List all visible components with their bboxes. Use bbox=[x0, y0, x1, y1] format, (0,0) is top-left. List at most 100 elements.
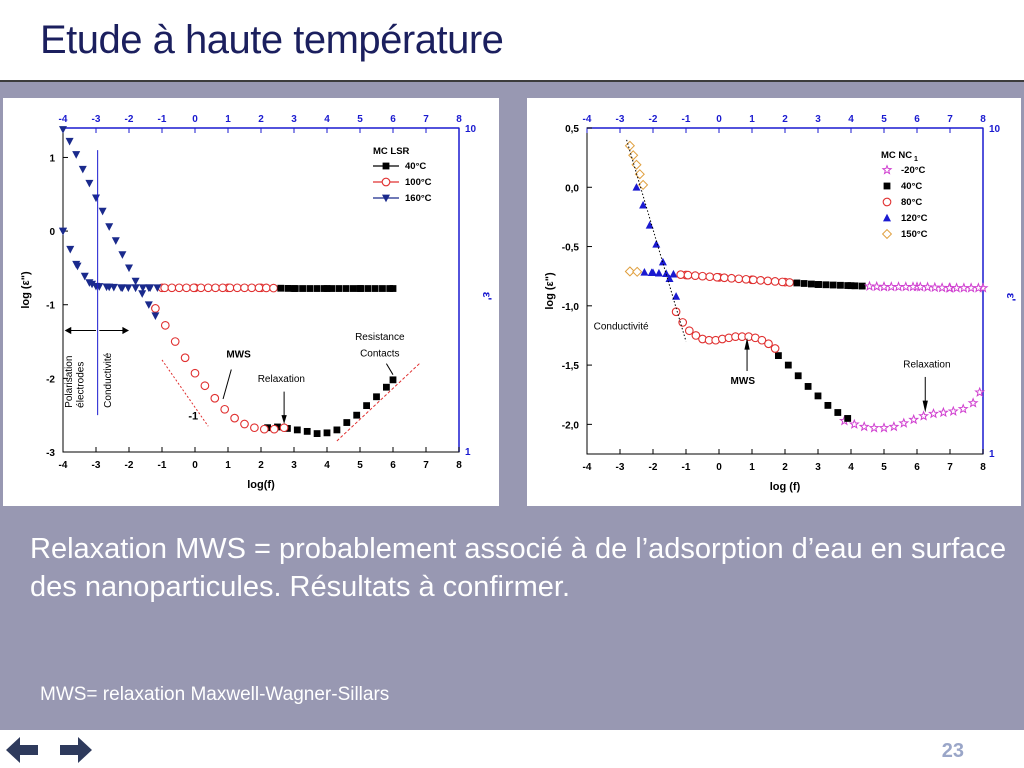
annotations: Conductivité MWS Relaxation bbox=[594, 139, 951, 413]
x-tick-label: 6 bbox=[914, 462, 920, 473]
plateau-point bbox=[102, 283, 111, 292]
legend-title: MC NC bbox=[881, 150, 912, 161]
chart-panel-right: -4 -4 -3 -3 -2 -2 -1 -1 0 0 1 1 2 2 3 3 4 4 5 5 6 6 7 7 8 8 -2,0 -1… bbox=[527, 98, 1021, 506]
next-slide-button[interactable] bbox=[58, 734, 94, 766]
electrodes-label: électrodes bbox=[75, 362, 86, 408]
plateau-point bbox=[320, 285, 328, 292]
data-point bbox=[684, 326, 694, 336]
y-axis-label: log (ε") bbox=[544, 272, 556, 310]
data-point bbox=[834, 409, 842, 416]
plateau-point bbox=[800, 280, 808, 287]
plateau-point bbox=[328, 285, 336, 292]
x-tick-label: 8 bbox=[980, 462, 986, 473]
legend-marker bbox=[883, 182, 891, 190]
plateau-point bbox=[662, 269, 671, 277]
x-tick-label: 1 bbox=[225, 460, 231, 471]
previous-slide-button[interactable] bbox=[4, 734, 40, 766]
data-point bbox=[363, 402, 370, 410]
data-point bbox=[389, 376, 397, 384]
arrowhead bbox=[922, 400, 928, 413]
y-axis-label: log (ε") bbox=[20, 271, 32, 309]
plateau-point bbox=[734, 274, 744, 284]
data-point bbox=[180, 353, 190, 363]
data-point bbox=[230, 413, 239, 423]
series-2 bbox=[151, 304, 289, 434]
plateau-point bbox=[189, 283, 199, 293]
mws-arrow bbox=[222, 369, 232, 400]
plateau-point bbox=[851, 282, 859, 290]
y-tick-label: -1 bbox=[46, 301, 55, 312]
data-point bbox=[691, 331, 701, 340]
plateau-point bbox=[837, 281, 844, 289]
data-point bbox=[652, 239, 661, 248]
legend-marker bbox=[382, 162, 390, 170]
y-tick-label: 0,0 bbox=[565, 183, 579, 194]
top-x-tick-label: 7 bbox=[423, 114, 429, 125]
plateau-point bbox=[972, 282, 984, 293]
plateau-point bbox=[211, 283, 220, 293]
top-x-tick-label: 3 bbox=[815, 114, 821, 125]
top-x-tick-label: 0 bbox=[716, 114, 722, 125]
top-x-tick-label: 5 bbox=[881, 114, 887, 125]
annotations: Polarisation électrodes Conductivité MWS Rel… bbox=[64, 150, 420, 442]
data-point bbox=[279, 423, 289, 433]
plateau-point bbox=[196, 283, 206, 293]
slide-title: Etude à haute température bbox=[40, 18, 504, 62]
x-tick-label: 2 bbox=[782, 462, 788, 473]
data-point bbox=[220, 404, 230, 414]
mws-label: MWS bbox=[226, 350, 251, 361]
data-point bbox=[373, 393, 380, 401]
x-tick-label: -3 bbox=[92, 460, 101, 471]
footnote: MWS= relaxation Maxwell-Wagner-Sillars bbox=[40, 684, 390, 705]
plateau-point bbox=[690, 271, 700, 281]
plateau-point bbox=[357, 285, 365, 292]
contacts-guide bbox=[336, 363, 420, 442]
series-5 bbox=[624, 140, 649, 191]
legend-entry: 150°C bbox=[901, 229, 928, 240]
x-tick-label: 1 bbox=[749, 462, 755, 473]
data-point bbox=[151, 304, 160, 313]
data-point bbox=[764, 339, 773, 349]
data-point bbox=[624, 140, 636, 151]
plateau-point bbox=[844, 282, 852, 289]
y2-tick-label: 1 bbox=[465, 447, 471, 458]
data-point bbox=[639, 200, 648, 209]
data-point bbox=[784, 361, 792, 369]
plateau-point bbox=[958, 282, 970, 293]
plateau-point bbox=[885, 281, 897, 292]
plateau-point bbox=[727, 273, 736, 283]
plateau-point bbox=[632, 266, 643, 277]
data-point bbox=[144, 301, 153, 309]
plateau-point bbox=[386, 285, 394, 292]
data-point bbox=[170, 337, 180, 346]
plateau-point bbox=[965, 282, 977, 293]
data-point bbox=[632, 183, 641, 191]
plateau-point bbox=[893, 281, 904, 292]
y2-tick-label: 10 bbox=[989, 124, 1001, 135]
legend-marker bbox=[382, 194, 390, 203]
plateau-point bbox=[683, 270, 693, 280]
plateau-point bbox=[676, 270, 686, 279]
series-4 bbox=[59, 227, 397, 293]
plateau-point bbox=[712, 272, 722, 282]
top-x-tick-label: 8 bbox=[980, 114, 986, 125]
plateau-point bbox=[261, 283, 271, 293]
legend-marker bbox=[381, 177, 391, 187]
plateau-point bbox=[951, 282, 963, 293]
plateau-point bbox=[748, 275, 758, 285]
plateau-point bbox=[66, 245, 75, 254]
top-x-tick-label: 2 bbox=[782, 114, 788, 125]
x-tick-label: 5 bbox=[357, 460, 363, 471]
plateau-point bbox=[815, 281, 823, 288]
plateau-point bbox=[117, 284, 126, 292]
plateau-point bbox=[936, 282, 948, 293]
plateau-point bbox=[240, 283, 249, 293]
series-3 bbox=[59, 126, 160, 320]
data-point bbox=[85, 179, 94, 188]
legend-entry: -20°C bbox=[901, 165, 926, 176]
legend-title-subscript: 1 bbox=[914, 156, 918, 163]
data-point bbox=[151, 312, 160, 320]
data-point bbox=[383, 383, 390, 391]
legend-marker bbox=[883, 213, 891, 222]
y-tick-label: 0,5 bbox=[565, 124, 579, 135]
